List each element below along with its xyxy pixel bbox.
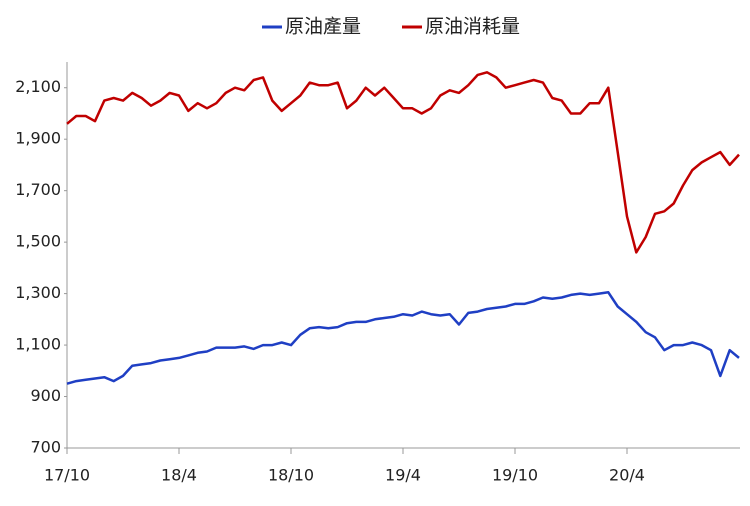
legend-label: 原油產量: [285, 16, 361, 38]
y-tick-label: 1,900: [15, 129, 61, 148]
x-tick-label: 18/4: [161, 466, 197, 485]
series-line: [66, 291, 740, 385]
x-tick-label: 17/10: [44, 466, 90, 485]
legend: 原油產量 原油消耗量: [262, 16, 520, 38]
x-tick-label: 18/10: [268, 466, 314, 485]
y-tick-label: 2,100: [15, 77, 61, 96]
x-tick-label: 20/4: [609, 466, 645, 485]
series-line: [66, 71, 740, 254]
y-tick-label: 1,100: [15, 335, 61, 354]
y-tick-label: 1,700: [15, 180, 61, 199]
x-tick-label: 19/10: [492, 466, 538, 485]
y-tick-label: 1,500: [15, 232, 61, 251]
y-tick-label: 700: [30, 438, 61, 457]
legend-label: 原油消耗量: [425, 16, 520, 38]
x-tick-label: 19/4: [385, 466, 421, 485]
y-tick-label: 900: [30, 386, 61, 405]
y-tick-label: 1,300: [15, 283, 61, 302]
